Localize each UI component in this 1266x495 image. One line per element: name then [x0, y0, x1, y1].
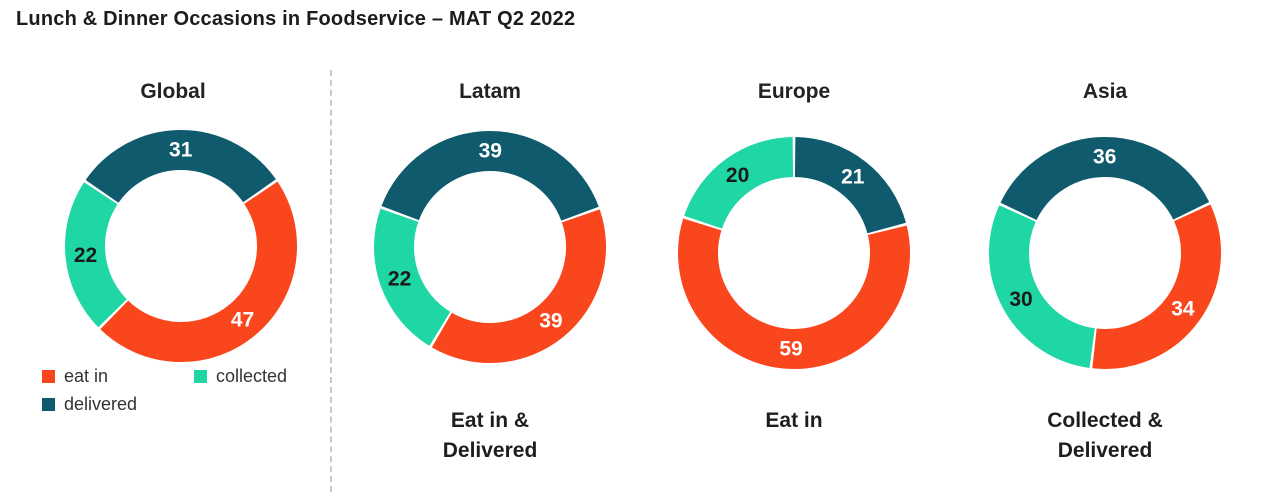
chart-caption-asia-line1: Collected &	[1047, 409, 1163, 432]
donut-segment-delivered	[381, 131, 599, 222]
segment-value-label: 31	[169, 139, 193, 162]
chart-caption-latam-line2: Delivered	[442, 439, 538, 462]
legend: eat in collected delivered	[42, 366, 287, 415]
donut-segment-delivered	[1000, 137, 1210, 221]
legend-label-delivered: delivered	[64, 394, 138, 414]
divider-dashed	[330, 70, 332, 492]
donut-segment-delivered	[794, 137, 906, 234]
donut-segment-eat-in	[431, 209, 606, 363]
chart-title-europe: Europe	[757, 80, 831, 103]
donut-segment-collected	[374, 208, 451, 346]
segment-value-label: 36	[1093, 146, 1116, 169]
segment-value-label: 47	[231, 308, 254, 331]
donut-segment-delivered	[85, 130, 276, 204]
segment-value-label: 39	[539, 310, 562, 333]
chart-title-latam: Latam	[459, 80, 521, 103]
segment-value-label: 39	[479, 140, 502, 163]
donut-chart-global: 31 47 22	[61, 126, 301, 366]
legend-label-collected: collected	[216, 366, 288, 386]
legend-item-delivered: delivered	[42, 394, 194, 415]
legend-item-eat-in: eat in	[42, 366, 194, 387]
legend-item-collected: collected	[194, 366, 287, 387]
chart-caption-asia-line2: Delivered	[1057, 439, 1153, 462]
donut-segment-collected	[684, 137, 794, 230]
donut-segment-eat-in	[678, 218, 910, 369]
segment-value-label: 22	[74, 244, 97, 267]
segment-value-label: 21	[841, 166, 865, 189]
chart-caption-europe-line1: Eat in	[765, 409, 823, 432]
legend-swatch-delivered	[42, 398, 55, 411]
chart-title-asia: Asia	[1082, 80, 1128, 103]
segment-value-label: 22	[388, 268, 411, 291]
donut-segment-collected	[989, 205, 1096, 368]
segment-value-label: 59	[779, 338, 802, 361]
segment-value-label: 30	[1009, 288, 1032, 311]
chart-title-global: Global	[140, 80, 206, 103]
segment-value-label: 20	[726, 164, 749, 187]
chart-caption-latam-line1: Eat in &	[450, 409, 530, 432]
donut-segment-eat-in	[1092, 204, 1221, 369]
legend-swatch-eat-in	[42, 370, 55, 383]
legend-label-eat-in: eat in	[64, 366, 109, 386]
donut-segment-collected	[65, 182, 128, 328]
legend-swatch-collected	[194, 370, 207, 383]
donut-chart-asia: 36 34 30	[985, 133, 1225, 373]
donut-chart-europe: 21 59 20	[674, 133, 914, 373]
segment-value-label: 34	[1171, 298, 1195, 321]
donut-segment-eat-in	[100, 181, 298, 363]
page-title: Lunch & Dinner Occasions in Foodservice …	[16, 8, 576, 30]
donut-chart-latam: 39 39 22	[370, 127, 610, 367]
